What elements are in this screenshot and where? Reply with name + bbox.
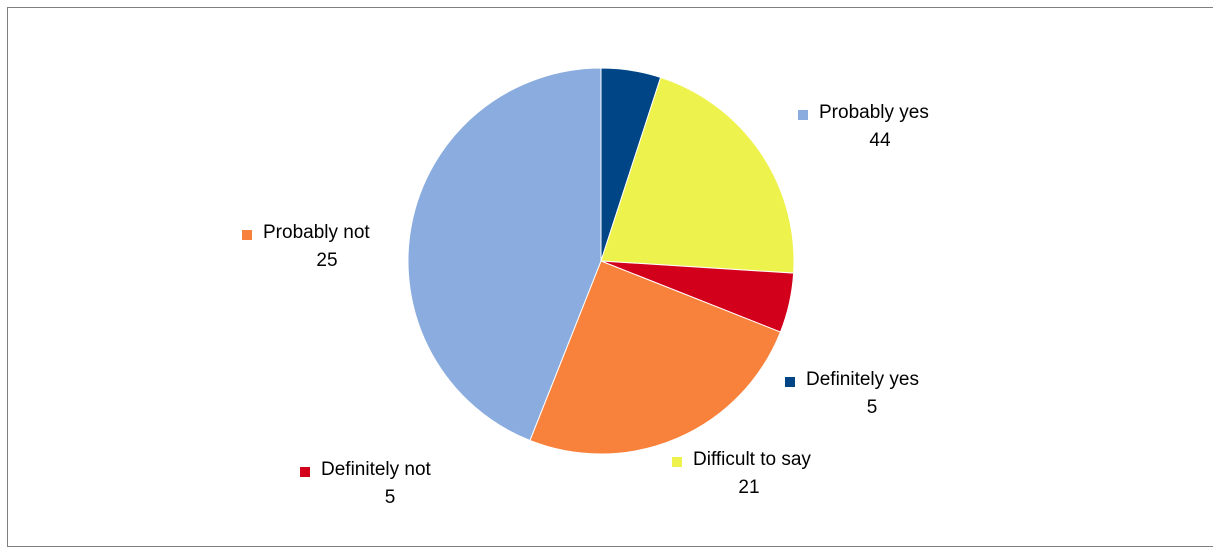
slice-label-probably-yes: Probably yes	[819, 102, 929, 123]
slice-label-difficult-to-say: Difficult to say	[693, 449, 811, 470]
label-marker-definitely-yes	[785, 377, 795, 387]
slice-label-definitely-not: Definitely not	[321, 459, 432, 480]
slice-value-probably-yes: 44	[869, 130, 891, 151]
slice-value-definitely-yes: 5	[867, 397, 878, 418]
label-marker-definitely-not	[300, 467, 310, 477]
slice-value-probably-not: 25	[316, 250, 337, 271]
slice-value-definitely-not: 5	[385, 487, 396, 508]
pie-slice-probably-not	[529, 260, 782, 455]
slice-label-definitely-yes: Definitely yes	[806, 369, 919, 390]
pie-slice-difficult-to-say	[600, 76, 795, 274]
pie-chart: Definitely yes 5 Difficult to say 21 Definit…	[242, 67, 929, 508]
slice-label-probably-not: Probably not	[263, 222, 370, 243]
label-marker-probably-yes	[798, 110, 808, 120]
slice-value-difficult-to-say: 21	[738, 477, 759, 498]
pie-slice-probably-yes	[407, 67, 602, 442]
label-marker-difficult-to-say	[672, 457, 682, 467]
label-marker-probably-not	[242, 230, 252, 240]
